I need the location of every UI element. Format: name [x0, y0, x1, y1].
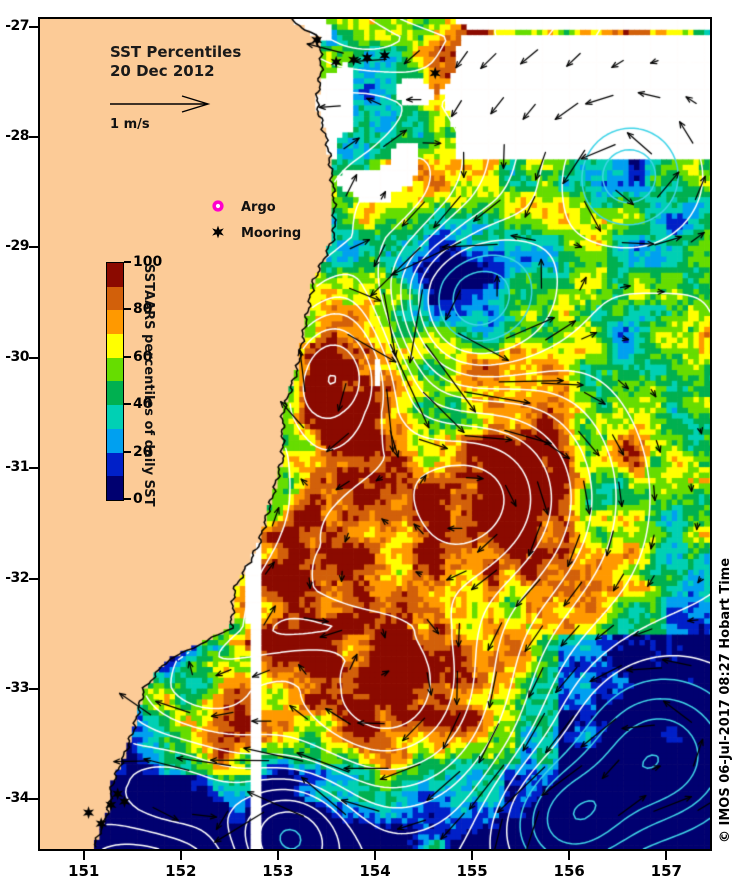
- latitude-tick: [29, 577, 38, 580]
- longitude-tick: [374, 851, 376, 860]
- latitude-tick: [29, 798, 38, 801]
- credit-text: © IMOS 06-Jul-2017 08:27 Hobart Time: [718, 557, 733, 843]
- colorbar-tick: [124, 355, 131, 358]
- colorbar-tick: [124, 450, 131, 453]
- colorbar: [106, 262, 124, 501]
- colorbar-tick-label-60: 60: [133, 348, 153, 365]
- legend-item-mooring: Mooring: [205, 220, 301, 246]
- longitude-tick: [179, 851, 182, 860]
- longitude-tick: [276, 851, 279, 860]
- colorbar-tick: [124, 261, 131, 263]
- colorbar-band-8: [107, 286, 123, 311]
- colorbar-tick: [124, 498, 131, 500]
- marker-legend: Argo Mooring: [205, 194, 301, 246]
- longitude-tick: [471, 851, 474, 860]
- colorbar-band-3: [107, 405, 123, 429]
- colorbar-tick-label-20: 20: [133, 443, 153, 460]
- mooring-marker-icon: [205, 224, 231, 243]
- latitude-tick: [29, 356, 38, 359]
- colorbar-tick-label-0: 0: [133, 491, 143, 507]
- colorbar-band-4: [107, 381, 123, 406]
- longitude-tick: [82, 851, 85, 860]
- longitude-tick: [568, 851, 571, 860]
- colorbar-band-6: [107, 334, 123, 358]
- latitude-tick-label: -28: [5, 128, 29, 145]
- longitude-tick-label: 154: [359, 862, 391, 880]
- latitude-tick-label: -31: [5, 459, 29, 476]
- latitude-tick-label: -32: [5, 569, 29, 586]
- colorbar-title: SSTAARS percentiles of daily SST: [141, 264, 156, 507]
- longitude-tick-label: 152: [165, 862, 197, 880]
- map-plot-area[interactable]: SST Percentiles 20 Dec 2012 1 m/s Argo: [38, 17, 712, 851]
- longitude-tick-label: 155: [456, 862, 488, 880]
- latitude-tick-label: -30: [5, 348, 29, 365]
- argo-marker-icon: [205, 198, 231, 217]
- latitude-tick-label: -34: [5, 790, 29, 807]
- colorbar-tick-label-100: 100: [133, 254, 163, 270]
- colorbar-tick: [124, 308, 131, 311]
- colorbar-band-9: [107, 263, 123, 287]
- legend-label-argo: Argo: [241, 199, 276, 215]
- colorbar-band-2: [107, 428, 123, 453]
- velocity-scale-label: 1 m/s: [110, 117, 150, 132]
- longitude-tick-label: 153: [262, 862, 294, 880]
- legend-item-argo: Argo: [205, 194, 301, 220]
- velocity-scale-arrow-icon: [110, 95, 211, 113]
- colorbar-tick-label-80: 80: [133, 301, 153, 318]
- title-line-1: SST Percentiles: [110, 43, 242, 61]
- legend-label-mooring: Mooring: [241, 225, 302, 241]
- longitude-tick-label: 151: [68, 862, 100, 880]
- latitude-tick-label: -33: [5, 679, 29, 696]
- map-title-block: SST Percentiles 20 Dec 2012: [110, 43, 241, 81]
- latitude-tick: [29, 136, 38, 139]
- longitude-tick-label: 157: [650, 862, 682, 880]
- colorbar-band-7: [107, 310, 123, 335]
- latitude-tick: [29, 25, 38, 28]
- colorbar-band-5: [107, 357, 123, 382]
- colorbar-band-0: [107, 476, 123, 500]
- sst-percentile-heatmap: [40, 19, 710, 849]
- latitude-tick-label: -27: [5, 17, 29, 34]
- title-line-2: 20 Dec 2012: [110, 61, 215, 80]
- latitude-tick: [29, 467, 38, 470]
- colorbar-tick-label-40: 40: [133, 396, 153, 413]
- colorbar-tick: [124, 403, 131, 406]
- latitude-tick-label: -29: [5, 238, 29, 255]
- longitude-tick-label: 156: [553, 862, 585, 880]
- latitude-tick: [29, 687, 38, 690]
- latitude-tick: [29, 246, 38, 249]
- longitude-tick: [665, 851, 668, 860]
- colorbar-band-1: [107, 452, 123, 477]
